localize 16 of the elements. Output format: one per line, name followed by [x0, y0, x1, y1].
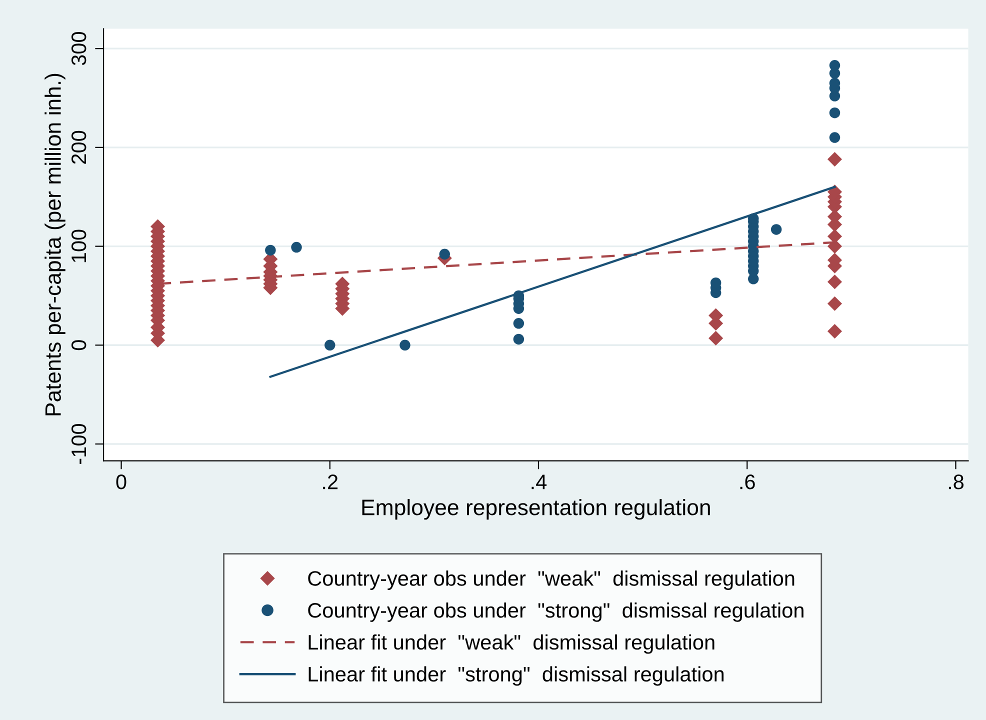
y-tick-label: 0: [71, 340, 86, 350]
x-tick-label: .4: [532, 474, 547, 490]
legend-label: Country-year obs under "strong" dismissal regulation: [308, 602, 804, 622]
x-tick-label: 0: [116, 474, 126, 490]
y-tick-label: 100: [71, 230, 86, 262]
legend-label: Country-year obs under "weak" dismissal regulation: [308, 570, 794, 590]
y-tick-label: 200: [71, 130, 86, 164]
y-tick-label: 300: [71, 32, 86, 66]
y-axis-title: Patents per-capita (per million inh.): [44, 74, 66, 416]
legend-label: Linear fit under "strong" dismissal regulation: [308, 666, 724, 686]
x-tick-label: .6: [740, 474, 755, 490]
y-tick-label: -100: [71, 424, 86, 464]
x-tick-label: .8: [948, 474, 964, 490]
legend-label: Linear fit under "weak" dismissal regulation: [308, 634, 714, 654]
x-axis-title: Employee representation regulation: [362, 498, 710, 520]
x-tick-label: .2: [323, 474, 338, 490]
